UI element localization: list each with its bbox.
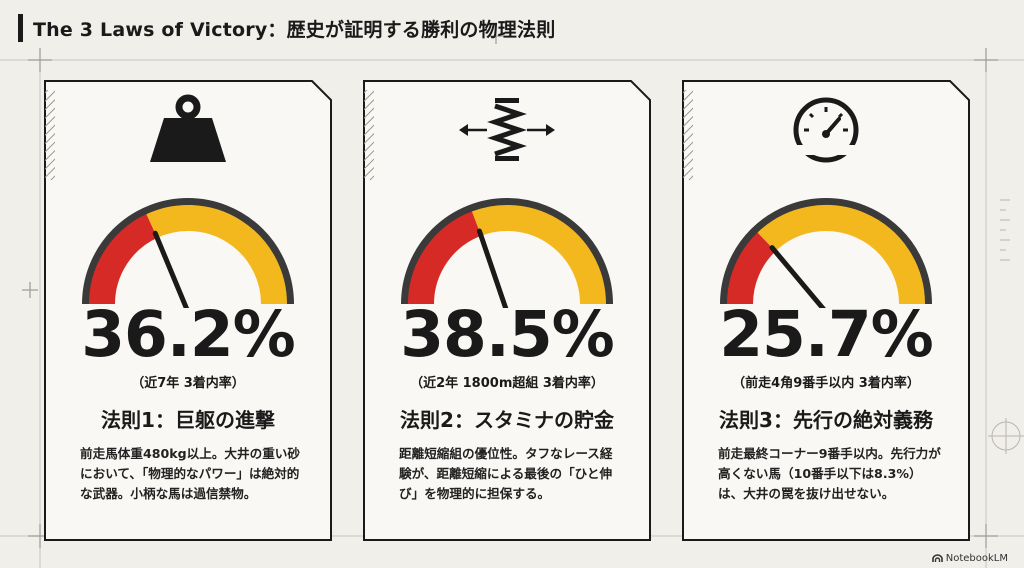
gauge-yellow-segment	[757, 205, 925, 305]
gauge	[401, 198, 613, 308]
gauge-needle	[769, 245, 826, 308]
gauge-needle	[476, 228, 509, 308]
page-header: The 3 Laws of Victory：歴史が証明する勝利の物理法則	[18, 13, 555, 43]
law-title: 法則3：先行の絶対義務	[719, 408, 933, 432]
gauge	[82, 198, 294, 308]
percentage-note: （近2年 1800m超組 3着内率）	[410, 376, 604, 391]
law-description: 前走最終コーナー9番手以内。先行力が高くない馬（10番手以下は8.3%）は、大井…	[718, 446, 941, 501]
law-description: 距離短縮組の優位性。タフなレース経験が、距離短縮による最後の「ひと伸び」を物理的…	[399, 446, 613, 501]
brand-label: NotebookLM	[945, 553, 1008, 564]
law-card-1: 36.2% （近7年 3着内率） 法則1：巨躯の進撃 前走馬体重480kg以上。…	[42, 78, 334, 543]
percentage-note: （近7年 3着内率）	[131, 376, 245, 391]
gauge-yellow-segment	[472, 205, 606, 305]
page-title: The 3 Laws of Victory：歴史が証明する勝利の物理法則	[33, 18, 556, 41]
notebooklm-logo-icon	[931, 554, 943, 562]
gauge-red-segment	[727, 232, 776, 305]
card-frame	[44, 80, 332, 541]
percentage-value: 25.7%	[719, 298, 934, 371]
percentage-value: 38.5%	[400, 298, 615, 371]
gauge-needle	[152, 230, 190, 308]
gauge-yellow-segment	[146, 205, 287, 305]
law-card-2: 38.5% （近2年 1800m超組 3着内率） 法則2：スタミナの貯金 距離短…	[361, 78, 653, 543]
card-frame	[363, 80, 651, 541]
gauge	[720, 198, 932, 308]
law-card-3: 25.7% （前走4角9番手以内 3着内率） 法則3：先行の絶対義務 前走最終コ…	[680, 78, 972, 543]
law-title: 法則2：スタミナの貯金	[400, 408, 614, 432]
gauge-red-segment	[89, 214, 158, 305]
speedometer-icon	[793, 97, 859, 163]
spring-icon	[459, 98, 555, 161]
law-description: 前走馬体重480kg以上。大井の重い砂において、「物理的なパワー」は絶対的な武器…	[80, 446, 300, 501]
header-accent-bar	[18, 14, 23, 42]
brand-footer: NotebookLM	[931, 553, 1008, 564]
card-frame	[682, 80, 970, 541]
law-title: 法則1：巨躯の進撃	[101, 408, 275, 432]
percentage-value: 36.2%	[81, 298, 296, 371]
gauge-red-segment	[408, 211, 482, 305]
percentage-note: （前走4角9番手以内 3着内率）	[732, 376, 920, 391]
weight-icon	[150, 94, 226, 162]
